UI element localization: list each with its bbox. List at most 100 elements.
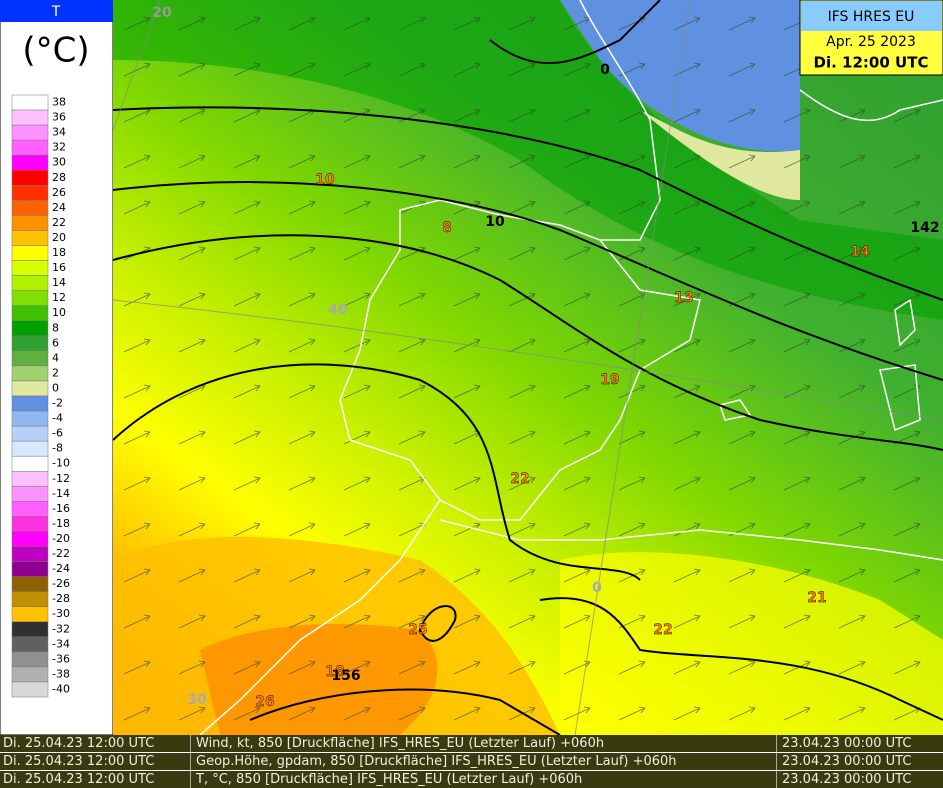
legend-label: -36 — [52, 652, 70, 665]
legend-label: -8 — [52, 442, 63, 455]
legend-swatch — [11, 139, 49, 156]
legend-label: 22 — [52, 216, 66, 229]
legend-label: -30 — [52, 607, 70, 620]
legend-label: 16 — [52, 261, 66, 274]
date: Apr. 25 2023 — [826, 34, 916, 50]
height-label: 142 — [910, 220, 939, 236]
legend-swatch — [11, 230, 49, 246]
legend-label: 30 — [52, 156, 66, 169]
legend-label: 34 — [52, 126, 66, 139]
legend-swatch — [11, 365, 49, 382]
legend-label: 24 — [52, 201, 66, 214]
legend-swatch — [11, 154, 49, 171]
height-label: 156 — [331, 668, 360, 684]
footer-row: Di. 25.04.23 12:00 UTC Wind, kt, 850 [Dru… — [0, 735, 943, 752]
legend-label: 36 — [52, 111, 66, 124]
legend-label: -10 — [52, 457, 70, 470]
field: T, °C, 850 [Druckfläche] IFS_HRES_EU (Le… — [196, 772, 583, 787]
legend-title: T — [51, 4, 61, 20]
legend-label: -18 — [52, 517, 70, 530]
contours — [112, 0, 943, 735]
legend-label: 28 — [52, 171, 66, 184]
legend-swatch — [11, 440, 49, 457]
legend-swatch — [11, 275, 49, 291]
legend-swatch — [11, 546, 49, 562]
legend-label: 20 — [52, 231, 66, 244]
temp-label: 14 — [850, 244, 870, 260]
legend-label: -14 — [52, 487, 70, 500]
legend-label: -32 — [52, 622, 70, 635]
legend-swatch — [11, 320, 49, 337]
temp-label: 25 — [408, 622, 427, 638]
legend-swatch — [11, 94, 49, 111]
legend-swatch — [11, 666, 49, 683]
legend-swatch — [11, 395, 49, 412]
legend-swatch — [11, 516, 49, 532]
legend-label: 4 — [52, 351, 59, 364]
temp-label: 19 — [600, 372, 619, 388]
legend-label: -38 — [52, 667, 70, 680]
temp-label: 26 — [255, 694, 274, 710]
legend-label: -22 — [52, 547, 70, 560]
legend-label: 0 — [52, 381, 59, 394]
run-time: 23.04.23 00:00 UTC — [782, 772, 912, 787]
legend-swatch — [11, 200, 49, 216]
legend-swatch — [11, 215, 49, 231]
legend-label: -26 — [52, 577, 70, 590]
temp-label: 10 — [315, 172, 335, 188]
map: 20 40 30 10 8 10 13 19 22 22 21 25 18 26… — [112, 0, 943, 735]
legend-label: 8 — [52, 321, 59, 334]
field: Wind, kt, 850 [Druckfläche] IFS_HRES_EU … — [196, 736, 605, 751]
legend-label: -34 — [52, 637, 70, 650]
legend-label: 10 — [52, 306, 66, 319]
legend-swatch — [11, 531, 49, 547]
legend-swatch — [11, 260, 49, 276]
legend-label: 38 — [52, 96, 66, 109]
lat-label: 30 — [187, 692, 207, 708]
legend-label: -24 — [52, 562, 70, 575]
legend-label: -4 — [52, 412, 63, 425]
map-labels: 20 40 30 10 8 10 13 19 22 22 21 25 18 26… — [152, 5, 939, 710]
legend-swatch — [11, 109, 49, 126]
graticule — [112, 0, 943, 735]
legend-swatch — [11, 335, 49, 352]
legend-swatch — [11, 636, 49, 653]
legend-label: 6 — [52, 336, 59, 349]
run-time: 23.04.23 00:00 UTC — [782, 754, 912, 769]
legend-swatch — [11, 245, 49, 261]
valid-time: Di. 25.04.23 12:00 UTC — [3, 754, 155, 769]
legend-label: 26 — [52, 186, 66, 199]
legend-swatch — [11, 410, 49, 427]
legend-swatch — [11, 471, 49, 487]
legend-header — [0, 0, 113, 22]
legend-swatch — [11, 124, 49, 141]
legend-swatch — [11, 606, 49, 623]
legend-swatch — [11, 305, 49, 322]
footer-row: Di. 25.04.23 12:00 UTC T, °C, 850 [Druckf… — [0, 771, 943, 788]
legend-label: 12 — [52, 291, 66, 304]
height-label: 0 — [600, 62, 610, 78]
height-label: 0 — [592, 580, 602, 596]
footer-row: Di. 25.04.23 12:00 UTC Geop.Höhe, gpdam, … — [0, 753, 943, 770]
legend-swatch — [11, 621, 49, 638]
legend: T (°C) 383634323028262422201816141210864… — [0, 0, 113, 735]
legend-label: -28 — [52, 592, 70, 605]
legend-label: 18 — [52, 246, 66, 259]
valid-time: Di. 25.04.23 12:00 UTC — [3, 736, 155, 751]
temp-label: 22 — [653, 622, 672, 638]
legend-label: -40 — [52, 682, 70, 695]
valid-time: Di. 25.04.23 12:00 UTC — [3, 772, 155, 787]
wind-arrows — [113, 0, 943, 735]
temp-label: 21 — [807, 590, 826, 606]
legend-label: 2 — [52, 366, 59, 379]
legend-swatch — [11, 170, 49, 186]
legend-label: -6 — [52, 427, 63, 440]
legend-swatch — [11, 350, 49, 367]
legend-swatch — [11, 591, 49, 607]
legend-label: -16 — [52, 502, 70, 515]
legend-swatch — [11, 681, 49, 698]
legend-label: 14 — [52, 276, 66, 289]
legend-label: -20 — [52, 532, 70, 545]
temp-label: 22 — [510, 471, 529, 487]
run-time: 23.04.23 00:00 UTC — [782, 736, 912, 751]
